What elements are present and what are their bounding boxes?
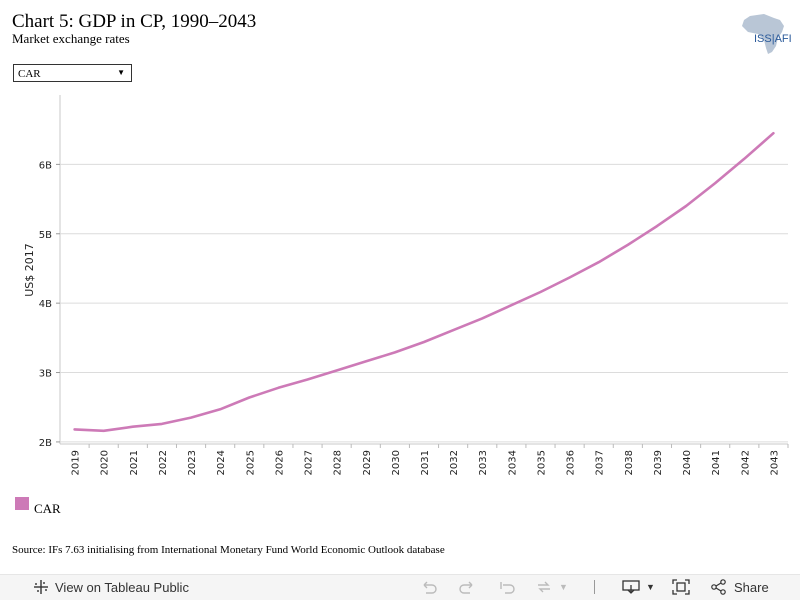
- x-tick-label: 2023: [187, 450, 198, 475]
- revert-icon: [500, 582, 515, 594]
- share-label: Share: [734, 579, 769, 595]
- view-on-tableau-button[interactable]: View on Tableau Public: [33, 579, 189, 595]
- download-icon: [622, 580, 640, 594]
- x-tick-label: 2031: [420, 450, 431, 475]
- x-tick-label: 2020: [100, 450, 111, 475]
- x-tick-label: 2030: [391, 450, 402, 475]
- y-tick-label: 5B: [39, 230, 52, 241]
- x-tick-label: 2043: [769, 450, 780, 475]
- x-tick-label: 2029: [362, 450, 373, 475]
- x-tick-label: 2022: [158, 450, 169, 475]
- x-tick-label: 2028: [333, 450, 344, 475]
- x-tick-label: 2021: [129, 450, 140, 475]
- fullscreen-icon: [672, 579, 690, 595]
- tableau-icon: [34, 580, 48, 594]
- chart-subtitle: Market exchange rates: [12, 31, 130, 46]
- africa-map-icon: [742, 14, 784, 54]
- legend-swatch-car[interactable]: [15, 497, 29, 510]
- logo-text: ISS|AFI: [754, 33, 792, 45]
- x-tick-label: 2026: [274, 450, 285, 475]
- download-button[interactable]: ▼: [622, 579, 655, 595]
- x-tick-label: 2036: [566, 450, 577, 475]
- x-tick-label: 2039: [653, 450, 664, 475]
- iss-africa-logo[interactable]: ISS|AFI: [736, 12, 800, 56]
- x-tick-label: 2040: [682, 450, 693, 475]
- y-axis-title: US$ 2017: [23, 243, 36, 297]
- x-tick-label: 2042: [740, 450, 751, 475]
- share-icon: [711, 579, 726, 595]
- country-filter-dropdown[interactable]: CAR ▼: [13, 64, 132, 82]
- chart-title: Chart 5: GDP in CP, 1990–2043: [12, 11, 257, 32]
- x-tick-label: 2034: [507, 450, 518, 475]
- undo-icon: [423, 581, 437, 594]
- line-chart: 2B 3B 4B 5B 6B 2019 2020 2021 2022 2023 2024 2025 2…: [23, 95, 789, 475]
- x-tick-label: 2019: [71, 450, 82, 475]
- x-tick-label: 2024: [216, 450, 227, 475]
- share-button[interactable]: Share: [710, 579, 769, 595]
- x-tick-label: 2032: [449, 450, 460, 475]
- chevron-down-icon: ▼: [559, 582, 568, 592]
- refresh-icon: [538, 581, 550, 593]
- fullscreen-button[interactable]: [672, 579, 690, 595]
- y-tick-label: 4B: [39, 299, 52, 310]
- chevron-down-icon: ▼: [117, 68, 125, 77]
- y-tick-label: 3B: [39, 369, 52, 380]
- source-note: Source: IFs 7.63 initialising from Inter…: [12, 544, 445, 556]
- y-tick-label: 6B: [39, 160, 52, 171]
- redo-button[interactable]: [458, 579, 476, 595]
- y-tick-label: 2B: [39, 438, 52, 449]
- view-on-tableau-label: View on Tableau Public: [55, 579, 189, 595]
- legend-label-car[interactable]: CAR: [34, 501, 61, 516]
- redo-icon: [459, 581, 473, 594]
- refresh-button[interactable]: ▼: [535, 579, 568, 595]
- x-tick-label: 2025: [245, 450, 256, 475]
- chevron-down-icon: ▼: [646, 582, 655, 592]
- x-tick-label: 2038: [624, 450, 635, 475]
- x-tick-label: 2027: [304, 450, 315, 475]
- revert-button[interactable]: [498, 579, 516, 595]
- toolbar-divider: [594, 580, 595, 594]
- country-filter-value: CAR: [18, 68, 41, 80]
- x-tick-label: 2035: [536, 450, 547, 475]
- x-tick-label: 2033: [478, 450, 489, 475]
- undo-button[interactable]: [420, 579, 438, 595]
- x-tick-label: 2037: [595, 450, 606, 475]
- x-tick-label: 2041: [711, 450, 722, 475]
- series-line-car: [73, 131, 775, 433]
- tableau-toolbar: View on Tableau Public ▼ ▼ Share: [0, 574, 800, 600]
